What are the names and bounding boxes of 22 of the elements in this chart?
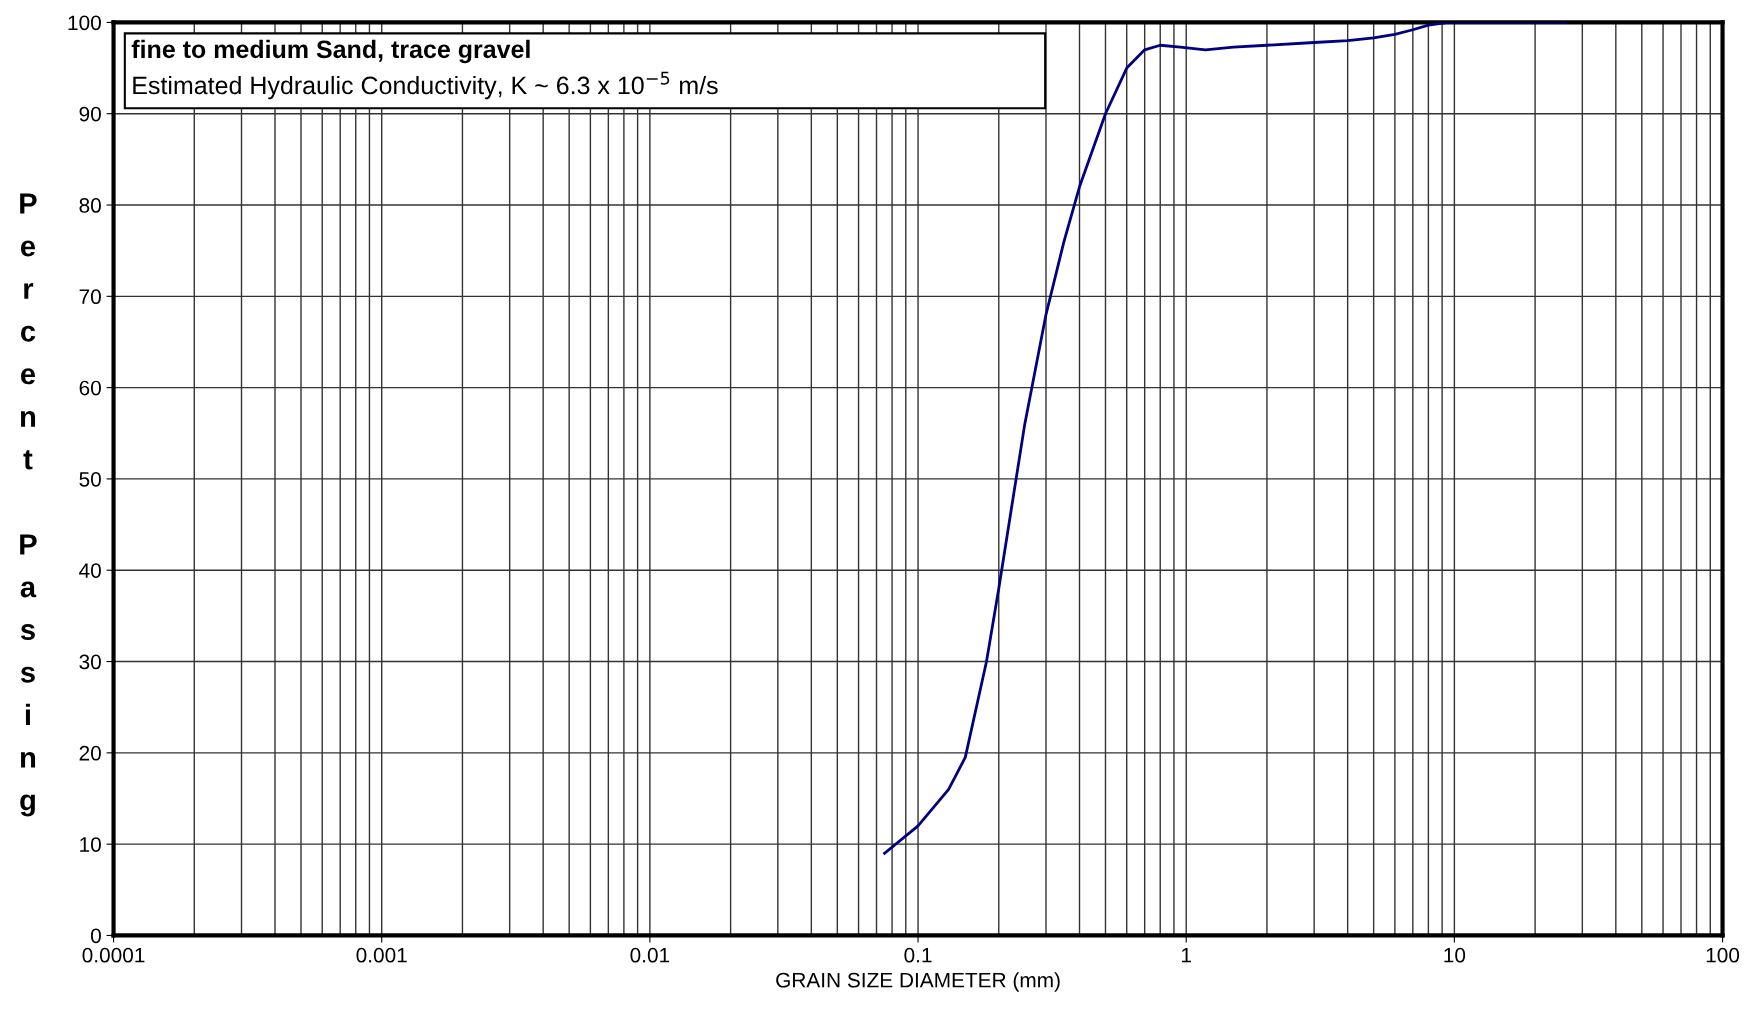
x-tick-label: 0.1 <box>904 947 932 963</box>
x-tick-label: 100 <box>1706 947 1740 963</box>
y-tick-label: 80 <box>79 198 101 213</box>
x-tick-label: 1 <box>1182 948 1191 963</box>
annotation: Estimated Hydraulic Conductivity, K ~ 6.3 x 10$^{−5}$ m/s <box>133 71 718 100</box>
y-tick-label: 50 <box>79 471 101 487</box>
x-tick-label: 10 <box>1444 947 1466 963</box>
y-tick-label: 90 <box>79 106 101 122</box>
text: Percent Passing <box>20 193 37 817</box>
x-tick-label: 0.01 <box>630 947 670 963</box>
y-tick-label: 70 <box>79 289 101 305</box>
x-tick-label: 0.001 <box>356 947 407 963</box>
y-tick-label: 0 <box>90 928 101 944</box>
y-tick-label: 30 <box>79 654 101 670</box>
y-tick-label: 20 <box>79 745 101 761</box>
y-tick-label: 60 <box>79 380 101 396</box>
x-axis-title: GRAIN SIZE DIAMETER (mm) <box>776 972 1060 992</box>
x-tick-label: 0.0001 <box>82 947 145 963</box>
y-tick-label: 100 <box>68 15 101 31</box>
y-tick-label: 40 <box>79 563 101 578</box>
y-tick-label: 10 <box>80 837 101 852</box>
annotation: fine to medium Sand, trace gravel <box>131 39 530 64</box>
